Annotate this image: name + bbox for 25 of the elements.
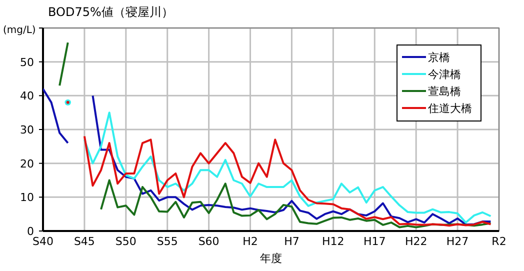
- legend-label: 住道大橋: [428, 102, 472, 115]
- legend-label: 京橋: [428, 51, 450, 64]
- x-tick-label: S55: [156, 235, 178, 248]
- x-tick-label: H17: [363, 235, 386, 248]
- x-tick-label: S60: [198, 235, 220, 248]
- x-tick-label: H7: [284, 235, 300, 248]
- legend-label: 萱島橋: [428, 85, 461, 98]
- y-tick-label: 30: [20, 124, 34, 136]
- x-axis-title: 年度: [260, 252, 282, 265]
- x-tick-label: S40: [32, 235, 54, 248]
- x-tick-label: S45: [74, 235, 95, 248]
- x-tick-label: R2: [492, 235, 506, 248]
- y-tick-label: 50: [20, 56, 34, 69]
- y-tick-label: 40: [20, 90, 34, 103]
- x-tick-label: H2: [242, 235, 258, 248]
- legend-label: 今津橋: [428, 68, 461, 81]
- y-tick-label: 0: [27, 225, 34, 238]
- y-axis-title: (mg/L): [3, 25, 36, 36]
- x-tick-label: H22: [404, 235, 428, 248]
- x-tick-label: H12: [322, 235, 344, 248]
- x-tick-label: H27: [446, 235, 469, 248]
- x-tick-label: S50: [115, 235, 136, 248]
- y-tick-label: 10: [20, 191, 34, 204]
- y-tick-label: 20: [20, 157, 34, 170]
- chart-title: BOD75%値（寝屋川）: [48, 5, 174, 19]
